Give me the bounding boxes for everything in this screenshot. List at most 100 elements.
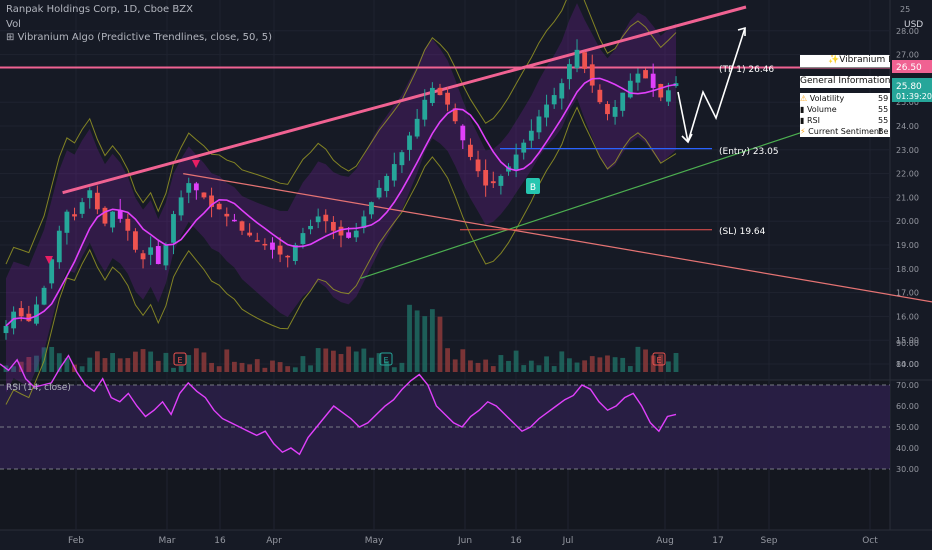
volume-bar bbox=[574, 362, 580, 372]
volume-bar bbox=[216, 366, 222, 372]
volume-bar bbox=[94, 351, 100, 372]
rsi-tick-label: 50.00 bbox=[896, 423, 919, 432]
support-trendline bbox=[360, 115, 851, 279]
moving-average bbox=[5, 77, 677, 327]
volume-bar bbox=[34, 355, 39, 372]
projection-arrowhead bbox=[737, 26, 746, 36]
lower-band-line bbox=[5, 106, 677, 405]
volume-icon: ▮ bbox=[800, 105, 805, 114]
countdown-text: 01:39:20 bbox=[896, 92, 932, 101]
volume-bar bbox=[665, 361, 671, 372]
buy-marker[interactable] bbox=[526, 178, 540, 194]
volume-bar bbox=[110, 353, 115, 372]
projection-arrowhead bbox=[681, 133, 693, 144]
svg-text:E: E bbox=[656, 356, 661, 365]
candle-body bbox=[369, 202, 374, 215]
candle-body bbox=[483, 170, 489, 186]
info-row-sentiment: ⚡ Current Sentiment Be bbox=[800, 127, 889, 136]
candle-body bbox=[536, 116, 542, 133]
candle-body bbox=[117, 210, 123, 219]
candle-body bbox=[574, 49, 580, 69]
candle-body bbox=[605, 104, 610, 115]
time-tick-label: Mar bbox=[159, 536, 176, 546]
volume-bar bbox=[148, 351, 154, 372]
volume-bar bbox=[399, 362, 405, 372]
candle-body bbox=[521, 142, 527, 153]
candle-body bbox=[285, 255, 291, 258]
volume-bars bbox=[3, 304, 679, 372]
earnings-marker[interactable]: E bbox=[379, 352, 393, 366]
volume-bar bbox=[26, 357, 32, 372]
earnings-marker[interactable]: E bbox=[173, 352, 187, 366]
candle-body bbox=[79, 202, 85, 214]
tp-price-tag bbox=[892, 60, 932, 73]
candle-body bbox=[186, 183, 192, 193]
time-tick-label: 16 bbox=[214, 536, 226, 546]
volume-bar bbox=[270, 360, 275, 372]
volume-bar bbox=[513, 350, 519, 372]
volume-bar bbox=[49, 346, 55, 372]
candle-body bbox=[414, 118, 420, 137]
candle-body bbox=[513, 154, 519, 170]
candle-body bbox=[247, 232, 253, 236]
candle-body bbox=[559, 83, 565, 99]
candle-body bbox=[292, 245, 298, 262]
volume-bar bbox=[544, 356, 549, 372]
volume-bar bbox=[102, 358, 108, 372]
warning-icon: ⚠ bbox=[800, 94, 808, 103]
projection-arrows bbox=[677, 26, 746, 144]
volume-bar bbox=[612, 357, 618, 372]
volume-bar bbox=[11, 366, 17, 372]
general-info-title: General Information bbox=[800, 76, 890, 86]
candle-body bbox=[64, 211, 70, 233]
candle-body bbox=[544, 104, 549, 118]
candle-body bbox=[330, 222, 336, 231]
candle-body bbox=[338, 226, 344, 236]
volume-bar bbox=[140, 349, 146, 372]
rsi-tick-label: 40.00 bbox=[896, 444, 919, 453]
candle-body bbox=[589, 64, 595, 86]
indicator-name: Vibranium Algo (Predictive Trendlines, c… bbox=[17, 32, 273, 43]
indicator-label[interactable]: ⊞ Vibranium Algo (Predictive Trendlines,… bbox=[6, 32, 272, 43]
candle-body bbox=[528, 130, 534, 141]
volume-bar bbox=[300, 356, 306, 372]
volume-bar bbox=[232, 361, 237, 372]
candle-body bbox=[201, 192, 207, 198]
candle-body bbox=[361, 216, 367, 229]
lightning-icon: ⚡ bbox=[800, 127, 806, 136]
candle-body bbox=[650, 73, 656, 88]
price-tick-label: 23.00 bbox=[896, 146, 919, 155]
candle-body bbox=[49, 259, 55, 284]
volume-bar bbox=[87, 357, 93, 372]
candle-body bbox=[567, 64, 572, 80]
volume-bar bbox=[391, 367, 397, 372]
time-tick-label: Apr bbox=[266, 536, 282, 546]
dashboard-title: Vibranium Dashboard bbox=[839, 55, 890, 65]
volume-label: Vol bbox=[6, 19, 21, 30]
candle-body bbox=[232, 219, 237, 222]
candle-body bbox=[429, 87, 435, 104]
volume-bar bbox=[163, 352, 169, 372]
candle-body bbox=[384, 175, 390, 192]
volume-bar bbox=[18, 361, 24, 372]
volume-bar bbox=[254, 359, 260, 372]
volatility-bands bbox=[5, 0, 677, 405]
candle-body bbox=[26, 313, 32, 322]
volume-bar bbox=[597, 357, 603, 372]
volume-bar bbox=[498, 355, 504, 372]
candle-body bbox=[612, 106, 618, 117]
price-tick-label: 28.00 bbox=[896, 27, 919, 36]
volume-bar bbox=[445, 348, 450, 372]
candle-body bbox=[239, 221, 245, 231]
volume-bar bbox=[468, 360, 473, 372]
volume-bar bbox=[673, 353, 679, 372]
volume-bar bbox=[323, 348, 329, 372]
trendlines bbox=[62, 5, 932, 303]
earnings-marker[interactable]: E bbox=[652, 352, 666, 366]
rsi-tick-label: 60.00 bbox=[896, 402, 919, 411]
volume-bar bbox=[384, 361, 390, 372]
volume-bar bbox=[193, 348, 199, 372]
candle-body bbox=[658, 83, 664, 98]
volume-bar bbox=[521, 365, 527, 372]
